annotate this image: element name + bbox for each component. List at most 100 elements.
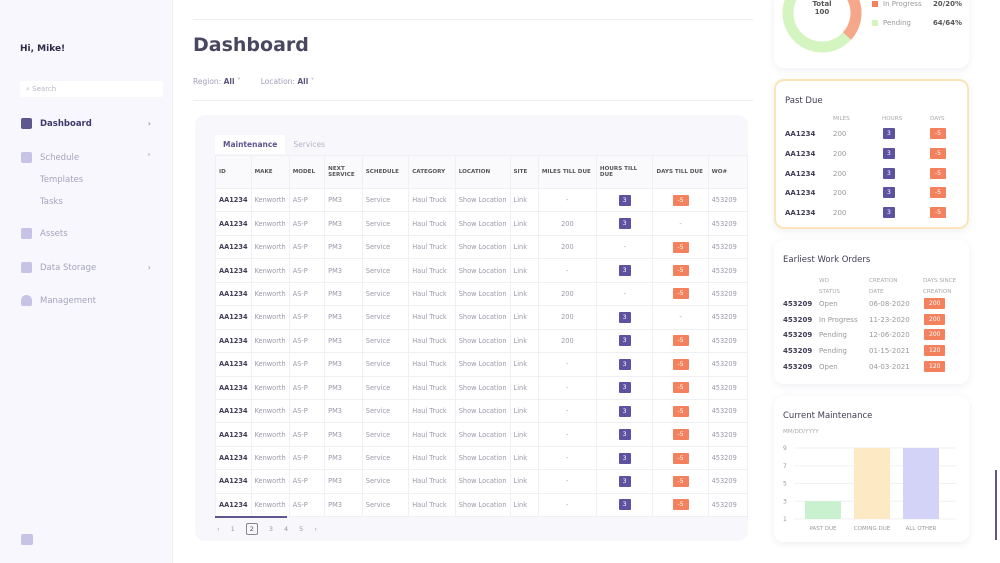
tab-maintenance[interactable]: Maintenance bbox=[215, 135, 286, 154]
cell-site[interactable]: Link bbox=[509, 211, 539, 236]
cell-site[interactable]: Link bbox=[509, 398, 539, 424]
cell-location[interactable]: Show Location bbox=[454, 211, 511, 236]
region-filter[interactable]: Region: All ˅ bbox=[193, 77, 241, 86]
table-row[interactable]: AA1234 Kenworth AS-P PM3 Service Haul Truck Sh… bbox=[215, 187, 748, 213]
cell-site[interactable]: Link bbox=[509, 469, 539, 494]
past-due-row[interactable]: AA1234 200 3 -5 bbox=[785, 187, 965, 199]
creation-date: 06-08-2020 bbox=[869, 300, 910, 308]
cell-model: AS-P bbox=[288, 187, 326, 213]
table-row[interactable]: AA1234 Kenworth AS-P PM3 Service Haul Truck Sh… bbox=[215, 281, 748, 307]
chevron-up-icon: ˄ bbox=[147, 153, 151, 162]
tab-services[interactable]: Services bbox=[293, 140, 326, 149]
cell-id: AA1234 bbox=[215, 211, 252, 236]
table-row[interactable]: AA1234 Kenworth AS-P PM3 Service Haul Truck Sh… bbox=[215, 469, 748, 494]
cell-site[interactable]: Link bbox=[509, 422, 539, 447]
cell-category: Haul Truck bbox=[408, 187, 456, 213]
column-header[interactable]: HOURS TILL DUE bbox=[595, 155, 654, 189]
cell-site[interactable]: Link bbox=[509, 305, 539, 330]
cell-location[interactable]: Show Location bbox=[454, 398, 511, 424]
column-header[interactable]: ID bbox=[215, 155, 252, 189]
legend-value: 20/20% bbox=[932, 0, 962, 8]
user-icon bbox=[21, 295, 32, 306]
sidebar-item-management[interactable]: Management bbox=[21, 295, 151, 306]
column-header[interactable]: SITE bbox=[509, 155, 539, 189]
past-due-row[interactable]: AA1234 200 3 -5 bbox=[785, 167, 965, 180]
cell-site[interactable]: Link bbox=[509, 281, 539, 307]
cell-location[interactable]: Show Location bbox=[454, 234, 511, 260]
table-row[interactable]: AA1234 Kenworth AS-P PM3 Service Haul Truck Sh… bbox=[215, 258, 748, 283]
past-due-row[interactable]: AA1234 200 3 -5 bbox=[785, 147, 965, 160]
past-due-row[interactable]: AA1234 200 3 -5 bbox=[785, 128, 965, 140]
column-header[interactable]: MILES TILL DUE bbox=[537, 155, 597, 189]
cell-location[interactable]: Show Location bbox=[454, 352, 511, 377]
sidebar-item-data-storage[interactable]: Data Storage › bbox=[21, 262, 151, 273]
cell-location[interactable]: Show Location bbox=[454, 187, 511, 213]
table-row[interactable]: AA1234 Kenworth AS-P PM3 Service Haul Truck Sh… bbox=[215, 234, 748, 260]
page-3[interactable]: 3 bbox=[268, 525, 274, 533]
cell-site[interactable]: Link bbox=[509, 187, 539, 213]
cell-location[interactable]: Show Location bbox=[454, 422, 511, 447]
column-header[interactable]: WO# bbox=[707, 155, 748, 189]
cell-location[interactable]: Show Location bbox=[454, 305, 511, 330]
cell-location[interactable]: Show Location bbox=[454, 258, 511, 283]
miles: 200 bbox=[833, 209, 847, 218]
hours-badge: 3 bbox=[618, 218, 631, 230]
cell-location[interactable]: Show Location bbox=[454, 281, 511, 307]
cell-location[interactable]: Show Location bbox=[454, 375, 511, 400]
cell-make: Kenworth bbox=[250, 492, 290, 518]
cell-wo: 453209 bbox=[707, 422, 748, 447]
cell-make: Kenworth bbox=[250, 258, 290, 283]
sidebar-item-dashboard[interactable]: Dashboard › bbox=[21, 118, 151, 129]
table-row[interactable]: AA1234 Kenworth AS-P PM3 Service Haul Truck Sh… bbox=[215, 211, 748, 236]
page-4[interactable]: 4 bbox=[284, 525, 289, 533]
column-header[interactable]: SCHEDULE bbox=[361, 155, 410, 189]
cell-location[interactable]: Show Location bbox=[454, 445, 511, 471]
cell-days: -5 bbox=[652, 234, 709, 260]
logout-icon[interactable] bbox=[21, 534, 33, 545]
table-row[interactable]: AA1234 Kenworth AS-P PM3 Service Haul Truck Sh… bbox=[215, 422, 748, 447]
cell-site[interactable]: Link bbox=[509, 258, 539, 283]
table-row[interactable]: AA1234 Kenworth AS-P PM3 Service Haul Truck Sh… bbox=[215, 305, 748, 330]
sidebar-item-tasks[interactable]: Tasks bbox=[40, 197, 63, 207]
work-order-row[interactable]: 453209 Open 06-08-2020 200 bbox=[783, 298, 963, 310]
work-order-row[interactable]: 453209 In Progress 11-23-2020 200 bbox=[783, 313, 963, 326]
column-header[interactable]: CATEGORY bbox=[408, 155, 456, 189]
page-1[interactable]: 1 bbox=[230, 525, 235, 533]
work-order-row[interactable]: 453209 Pending 12-06-2020 200 bbox=[783, 329, 963, 341]
search-input[interactable]: ⌕ Search bbox=[20, 81, 163, 97]
past-due-row[interactable]: AA1234 200 3 -5 bbox=[785, 207, 965, 219]
table-row[interactable]: AA1234 Kenworth AS-P PM3 Service Haul Truck Sh… bbox=[215, 352, 748, 377]
page-2[interactable]: 2 bbox=[245, 523, 258, 535]
cell-site[interactable]: Link bbox=[509, 352, 539, 377]
column-header[interactable]: MODEL bbox=[288, 155, 326, 189]
cell-location[interactable]: Show Location bbox=[454, 492, 511, 518]
column-header[interactable]: DAYS TILL DUE bbox=[652, 155, 709, 189]
column-header[interactable]: MAKE bbox=[250, 155, 290, 189]
table-row[interactable]: AA1234 Kenworth AS-P PM3 Service Haul Truck Sh… bbox=[215, 492, 748, 518]
scrollbar[interactable] bbox=[995, 470, 997, 540]
cell-site[interactable]: Link bbox=[509, 328, 539, 354]
location-filter[interactable]: Location: All ˅ bbox=[261, 77, 315, 86]
table-row[interactable]: AA1234 Kenworth AS-P PM3 Service Haul Truck Sh… bbox=[215, 328, 748, 354]
prev-page-icon[interactable]: ‹ bbox=[217, 525, 220, 533]
table-row[interactable]: AA1234 Kenworth AS-P PM3 Service Haul Truck Sh… bbox=[215, 375, 748, 400]
next-page-icon[interactable]: › bbox=[314, 525, 317, 533]
sidebar-item-templates[interactable]: Templates bbox=[40, 175, 84, 185]
page-5[interactable]: 5 bbox=[299, 525, 304, 533]
cell-site[interactable]: Link bbox=[509, 492, 539, 518]
scroll-indicator[interactable] bbox=[215, 516, 287, 518]
sidebar-item-schedule[interactable]: Schedule ˄ bbox=[21, 152, 151, 163]
cell-location[interactable]: Show Location bbox=[454, 469, 511, 494]
cell-site[interactable]: Link bbox=[509, 234, 539, 260]
cell-site[interactable]: Link bbox=[509, 445, 539, 471]
sidebar-item-assets[interactable]: Assets bbox=[21, 228, 151, 239]
work-order-row[interactable]: 453209 Pending 01-15-2021 120 bbox=[783, 345, 963, 357]
column-header[interactable]: NEXT SERVICE bbox=[324, 155, 363, 189]
column-header[interactable]: LOCATION bbox=[454, 155, 511, 189]
table-row[interactable]: AA1234 Kenworth AS-P PM3 Service Haul Truck Sh… bbox=[215, 398, 748, 424]
table-row[interactable]: AA1234 Kenworth AS-P PM3 Service Haul Truck Sh… bbox=[215, 445, 748, 471]
cell-location[interactable]: Show Location bbox=[454, 328, 511, 354]
cell-site[interactable]: Link bbox=[509, 375, 539, 400]
cell-category: Haul Truck bbox=[408, 422, 456, 447]
work-order-row[interactable]: 453209 Open 04-03-2021 120 bbox=[783, 360, 963, 373]
